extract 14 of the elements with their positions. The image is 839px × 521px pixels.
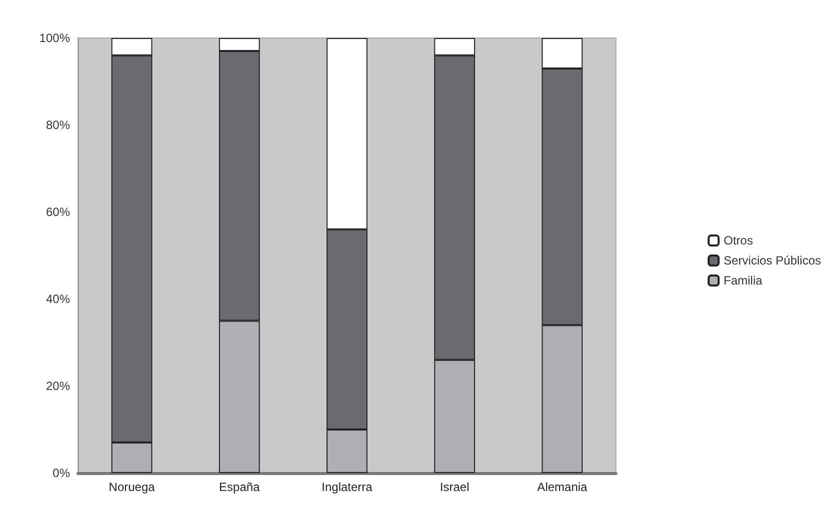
y-tick-label: 100% (39, 31, 70, 45)
y-tick-label: 60% (46, 205, 70, 219)
x-tick-label: Noruega (108, 480, 156, 494)
legend-label: Otros (724, 234, 753, 248)
x-tick-label: España (219, 480, 260, 494)
x-tick-label: Israel (440, 480, 470, 494)
x-tick-label: Alemania (537, 480, 588, 494)
legend-label: Familia (724, 274, 763, 288)
legend-label: Servicios Públicos (724, 254, 822, 268)
y-tick-label: 80% (46, 118, 70, 132)
y-tick-label: 40% (46, 292, 70, 306)
y-tick-label: 20% (46, 379, 70, 393)
y-tick-label: 0% (52, 466, 70, 480)
x-tick-label: Inglaterra (322, 480, 373, 494)
